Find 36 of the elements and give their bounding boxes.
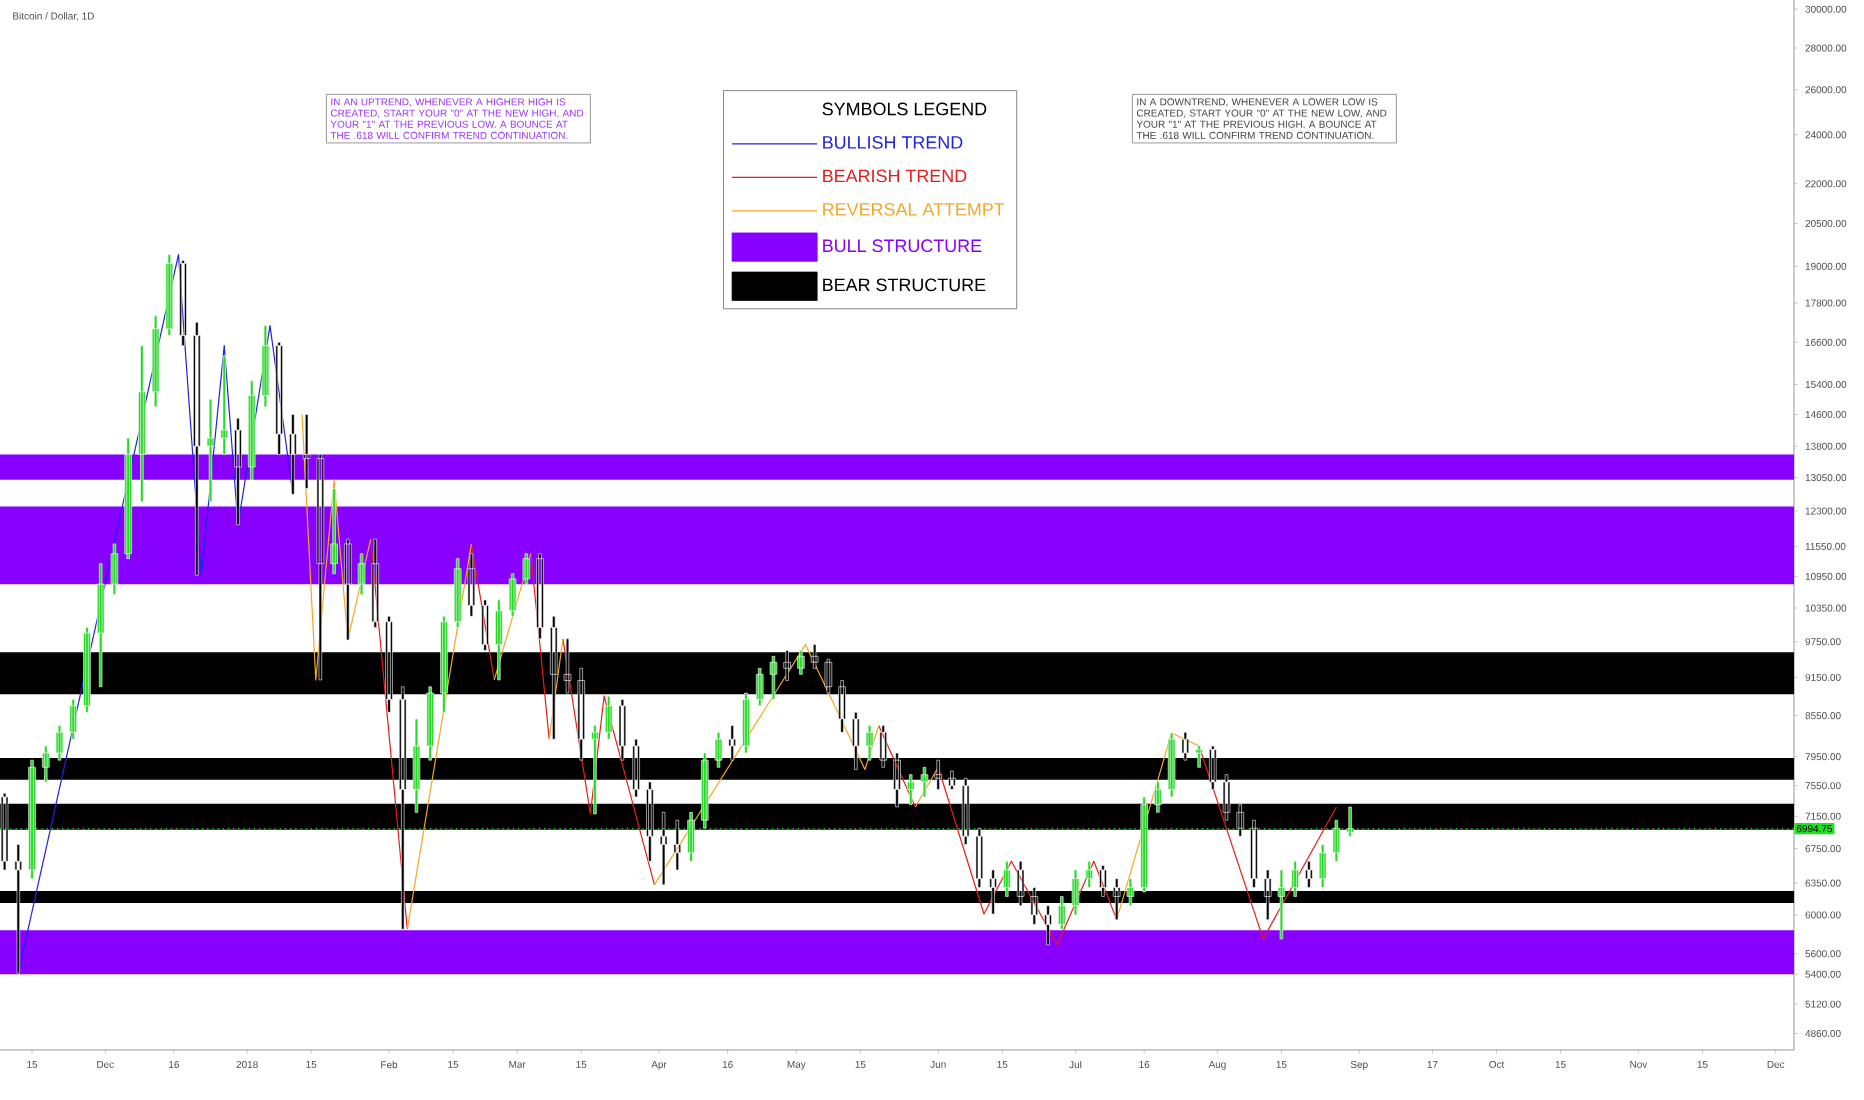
candlestick (357, 553, 366, 595)
legend-label: BULL STRUCTURE (823, 239, 982, 253)
candlestick (769, 656, 778, 700)
legend-label: BEAR STRUCTURE (823, 278, 986, 292)
candlestick (1277, 869, 1286, 940)
candlestick (302, 414, 311, 489)
legend-label: REVERSAL ATTEMPT (823, 203, 1005, 216)
legend-title: SYMBOLS LEGEND (822, 102, 987, 116)
candlestick (1195, 745, 1203, 768)
candlestick (344, 538, 352, 641)
candlestick (536, 553, 544, 640)
candlestick (1071, 869, 1080, 916)
candlestick (275, 341, 283, 455)
candlestick (206, 398, 215, 503)
candlestick (1126, 878, 1135, 906)
candlestick (289, 414, 297, 495)
legend-label: BEARISH TREND (823, 169, 967, 183)
candlestick (591, 725, 599, 815)
legend-label: BULLISH TREND (823, 136, 963, 149)
candlestick (42, 745, 50, 783)
candlestick (330, 488, 338, 575)
candlestick (920, 767, 929, 798)
candlestick (907, 774, 915, 805)
candlestick (412, 718, 421, 813)
candlestick (96, 563, 105, 688)
candlestick (261, 325, 270, 408)
candlestick (467, 553, 476, 617)
candlestick (714, 732, 723, 768)
candlestick (179, 260, 187, 346)
candlestick (234, 418, 242, 526)
candlestick (865, 725, 874, 761)
candlestick (193, 321, 201, 576)
candlestick (1085, 861, 1093, 888)
candlestick (220, 355, 228, 455)
candlestick (55, 725, 64, 761)
candlestick (371, 538, 380, 628)
